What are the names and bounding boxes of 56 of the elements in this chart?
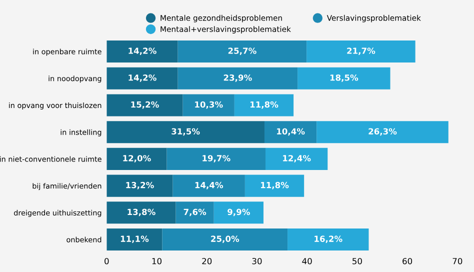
- data-label: 10,4%: [277, 128, 305, 136]
- data-label: 25,7%: [228, 48, 256, 55]
- bar: [106, 40, 178, 63]
- data-label: 16,2%: [314, 236, 342, 244]
- bar: [244, 174, 304, 197]
- data-label: 11,8%: [250, 101, 278, 109]
- data-label: 26,3%: [368, 128, 397, 136]
- bar: [162, 228, 288, 251]
- bar: [264, 121, 317, 144]
- data-label: 10,3%: [195, 101, 223, 109]
- bar: [106, 148, 167, 170]
- bar: [172, 174, 245, 197]
- data-label: 15,2%: [131, 101, 159, 109]
- bar: [106, 94, 183, 116]
- bar: [316, 121, 448, 144]
- bar: [106, 202, 176, 224]
- bar: [182, 94, 234, 116]
- data-label: 11,1%: [120, 236, 149, 244]
- x-tick-label: 0: [104, 258, 109, 264]
- bar: [176, 202, 214, 224]
- x-tick-label: 50: [352, 258, 362, 264]
- data-label: 13,8%: [128, 208, 156, 216]
- data-label: 12,4%: [283, 155, 311, 162]
- bar: [178, 67, 298, 90]
- data-label: 25,0%: [211, 236, 240, 244]
- bar: [106, 228, 162, 251]
- data-label: 21,7%: [347, 48, 376, 55]
- data-label: 14,4%: [195, 182, 224, 190]
- data-label: 13,2%: [126, 182, 154, 190]
- bar: [106, 174, 173, 197]
- bar: [214, 202, 264, 224]
- x-tick-label: 40: [302, 258, 312, 264]
- data-label: 19,7%: [202, 155, 230, 162]
- bar: [106, 121, 264, 144]
- bar: [166, 148, 266, 170]
- bar: [106, 67, 178, 90]
- data-label: 14,2%: [128, 74, 156, 82]
- bar: [265, 148, 328, 170]
- bar: [178, 40, 307, 63]
- data-label: 31,5%: [172, 128, 200, 136]
- x-tick-label: 70: [452, 258, 462, 264]
- data-label: 12,0%: [123, 155, 151, 162]
- bar: [298, 67, 390, 90]
- bar: [288, 228, 369, 251]
- x-tick-label: 10: [152, 258, 162, 264]
- bar: [234, 94, 294, 116]
- bar: [306, 40, 416, 63]
- x-tick-label: 30: [252, 258, 262, 264]
- data-label: 11,8%: [261, 182, 289, 190]
- x-tick-label: 60: [402, 258, 412, 264]
- x-tick-label: 20: [202, 258, 212, 264]
- data-label: 14,2%: [128, 48, 156, 55]
- data-label: 7,6%: [184, 208, 206, 216]
- data-label: 9,9%: [228, 208, 250, 216]
- data-label: 18,5%: [330, 74, 358, 82]
- data-label: 23,9%: [224, 74, 252, 82]
